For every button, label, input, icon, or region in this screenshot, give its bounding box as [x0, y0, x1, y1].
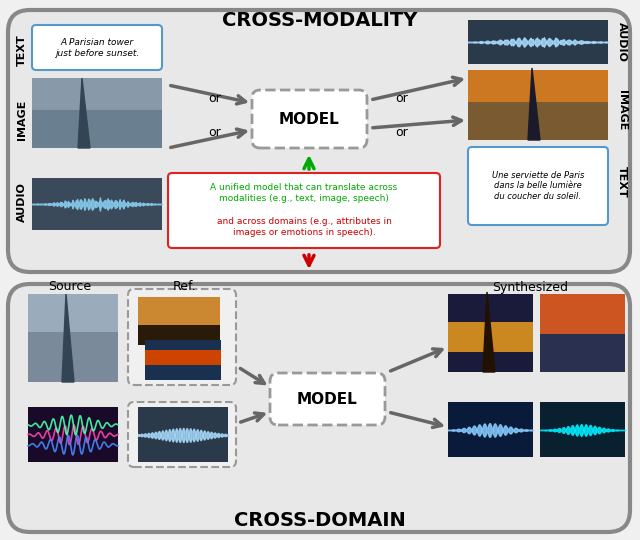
FancyBboxPatch shape	[138, 407, 228, 462]
Text: TEXT: TEXT	[17, 34, 27, 66]
Text: CROSS-MODALITY: CROSS-MODALITY	[222, 10, 418, 30]
FancyBboxPatch shape	[468, 70, 608, 102]
Text: TEXT: TEXT	[617, 166, 627, 198]
Polygon shape	[528, 68, 540, 140]
FancyBboxPatch shape	[8, 284, 630, 532]
Text: MODEL: MODEL	[296, 392, 357, 407]
FancyBboxPatch shape	[540, 294, 625, 334]
Text: CROSS-DOMAIN: CROSS-DOMAIN	[234, 510, 406, 530]
FancyBboxPatch shape	[448, 402, 533, 457]
FancyBboxPatch shape	[468, 20, 608, 64]
Polygon shape	[483, 292, 495, 372]
FancyBboxPatch shape	[145, 350, 221, 365]
Text: or: or	[396, 91, 408, 105]
FancyBboxPatch shape	[252, 90, 367, 148]
FancyBboxPatch shape	[32, 25, 162, 70]
Text: AUDIO: AUDIO	[617, 22, 627, 62]
Polygon shape	[78, 78, 90, 148]
FancyBboxPatch shape	[28, 294, 118, 332]
Text: or: or	[209, 91, 221, 105]
FancyBboxPatch shape	[270, 373, 385, 425]
FancyBboxPatch shape	[145, 340, 221, 380]
Text: Source: Source	[49, 280, 92, 294]
FancyBboxPatch shape	[128, 289, 236, 385]
Text: and across domains (e.g., attributes in
images or emotions in speech).: and across domains (e.g., attributes in …	[216, 217, 392, 237]
FancyBboxPatch shape	[128, 402, 236, 467]
Text: or: or	[396, 125, 408, 138]
Text: Synthesized: Synthesized	[492, 280, 568, 294]
Text: Une serviette de Paris
dans la belle lumière
du coucher du soleil.: Une serviette de Paris dans la belle lum…	[492, 171, 584, 201]
FancyBboxPatch shape	[468, 70, 608, 140]
FancyBboxPatch shape	[168, 173, 440, 248]
FancyBboxPatch shape	[540, 294, 625, 372]
Text: MODEL: MODEL	[278, 111, 339, 126]
FancyBboxPatch shape	[32, 178, 162, 230]
FancyBboxPatch shape	[468, 147, 608, 225]
Text: A unified model that can translate across
modalities (e.g., text, image, speech): A unified model that can translate acros…	[211, 183, 397, 202]
Text: Ref.: Ref.	[173, 280, 197, 294]
FancyBboxPatch shape	[32, 78, 162, 148]
FancyBboxPatch shape	[138, 297, 220, 345]
Text: IMAGE: IMAGE	[617, 90, 627, 130]
FancyBboxPatch shape	[448, 322, 533, 352]
Text: or: or	[209, 125, 221, 138]
FancyBboxPatch shape	[138, 297, 220, 325]
Text: AUDIO: AUDIO	[17, 182, 27, 222]
FancyBboxPatch shape	[8, 10, 630, 272]
FancyBboxPatch shape	[32, 78, 162, 110]
FancyBboxPatch shape	[448, 294, 533, 372]
FancyBboxPatch shape	[28, 294, 118, 382]
Text: IMAGE: IMAGE	[17, 100, 27, 140]
FancyBboxPatch shape	[540, 402, 625, 457]
Polygon shape	[62, 294, 74, 382]
FancyBboxPatch shape	[28, 407, 118, 462]
Text: A Parisian tower
just before sunset.: A Parisian tower just before sunset.	[55, 38, 139, 58]
